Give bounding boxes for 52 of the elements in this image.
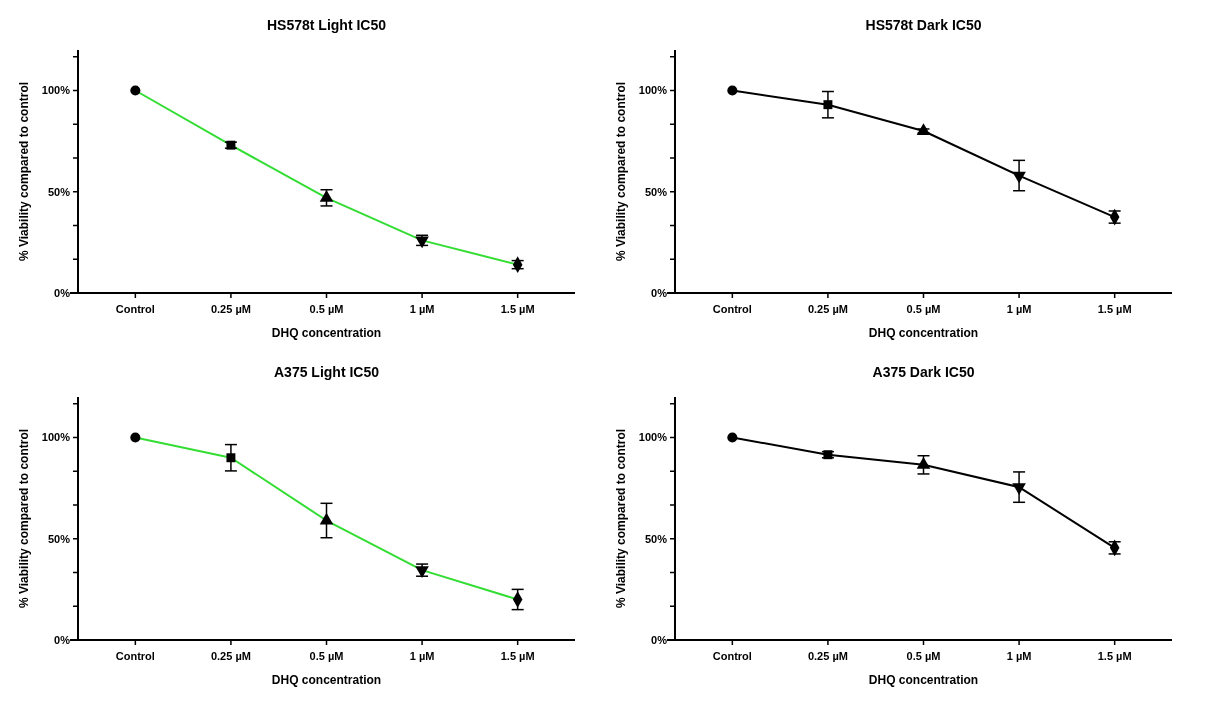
y-tick-label: 0% <box>54 286 71 299</box>
y-tick-label: 100% <box>638 431 668 444</box>
x-tick-label: 0.5 µM <box>309 650 344 662</box>
point <box>727 432 738 443</box>
point <box>1012 171 1026 184</box>
x-tick-label: 0.5 µM <box>906 303 941 315</box>
y-axis-title: % Viability compared to control <box>17 428 31 609</box>
x-tick-label: 0.25 µM <box>210 650 251 662</box>
y-tick-label: 0% <box>651 633 668 646</box>
y-tick-label: 0% <box>54 633 71 646</box>
x-tick-label: 0.25 µM <box>807 303 848 315</box>
x-axis-title: DHQ concentration <box>868 673 979 687</box>
y-tick-label: 50% <box>47 532 71 545</box>
x-axis-title: DHQ concentration <box>271 326 382 340</box>
x-tick-label: 0.25 µM <box>210 303 251 315</box>
x-tick-label: 1 µM <box>409 303 435 315</box>
x-tick-label: 1.5 µM <box>500 650 535 662</box>
x-axis-title: DHQ concentration <box>271 673 382 687</box>
x-tick-label: 1.5 µM <box>1097 650 1132 662</box>
point <box>823 100 833 110</box>
chart-title: HS578t Dark IC50 <box>865 17 982 33</box>
chart-title: HS578t Light IC50 <box>266 17 387 33</box>
x-tick-label: Control <box>712 650 752 662</box>
x-tick-label: 1 µM <box>409 650 435 662</box>
y-axis-title: % Viability compared to control <box>614 428 628 609</box>
point <box>226 453 236 463</box>
y-axis-title: % Viability compared to control <box>17 81 31 262</box>
x-tick-label: 1.5 µM <box>500 303 535 315</box>
x-tick-label: Control <box>115 650 155 662</box>
y-tick-label: 50% <box>644 185 668 198</box>
x-tick-label: 1 µM <box>1006 650 1032 662</box>
chart-title: A375 Light IC50 <box>273 364 380 380</box>
point <box>1012 483 1026 495</box>
y-tick-label: 50% <box>644 532 668 545</box>
x-tick-label: 1 µM <box>1006 303 1032 315</box>
y-tick-label: 50% <box>47 185 71 198</box>
x-tick-label: 0.5 µM <box>309 303 344 315</box>
y-tick-label: 0% <box>651 286 668 299</box>
point <box>130 432 141 443</box>
y-tick-label: 100% <box>638 84 668 97</box>
chart-title: A375 Dark IC50 <box>872 364 975 380</box>
point <box>130 85 141 96</box>
y-tick-label: 100% <box>41 431 71 444</box>
y-tick-label: 100% <box>41 84 71 97</box>
x-tick-label: 0.5 µM <box>906 650 941 662</box>
point <box>727 85 738 96</box>
x-tick-label: Control <box>712 303 752 315</box>
x-axis-title: DHQ concentration <box>868 326 979 340</box>
y-axis-title: % Viability compared to control <box>614 81 628 262</box>
x-tick-label: Control <box>115 303 155 315</box>
x-tick-label: 0.25 µM <box>807 650 848 662</box>
x-tick-label: 1.5 µM <box>1097 303 1132 315</box>
